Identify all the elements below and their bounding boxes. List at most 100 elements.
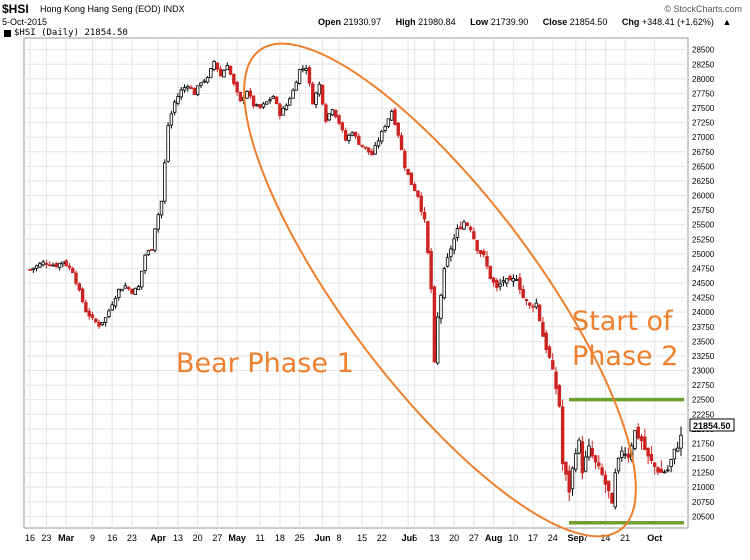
candle-body xyxy=(524,299,529,301)
candle-body xyxy=(363,146,368,149)
candle-body xyxy=(153,228,157,251)
y-tick-label: 27500 xyxy=(692,104,715,113)
candle-body xyxy=(620,450,624,458)
x-axis: 16 23 Mar 9 16 23 Apr 13 20 27 May 11 18 25 Jun 8 15 22 Ju… xyxy=(25,533,662,543)
x-tick-label: 16 xyxy=(25,533,35,543)
candle-body xyxy=(544,332,548,351)
candle-body xyxy=(278,103,282,116)
candle-body xyxy=(209,68,213,78)
candle-body xyxy=(100,321,105,326)
y-tick-label: 20500 xyxy=(692,512,715,521)
candle-body xyxy=(28,268,32,271)
candle-body xyxy=(679,434,683,449)
candle-body xyxy=(537,304,542,322)
candle-body xyxy=(291,89,295,99)
candle-body xyxy=(472,231,476,240)
candle-body xyxy=(113,298,118,307)
candle-body xyxy=(666,469,670,472)
brand-watermark: © StockCharts.com xyxy=(664,4,742,14)
candle-body xyxy=(567,470,571,493)
candle-body xyxy=(495,279,499,288)
candle-body xyxy=(643,436,647,450)
candle-body xyxy=(130,288,134,294)
candle-body xyxy=(54,263,59,268)
y-tick-label: 23250 xyxy=(692,352,715,361)
candle-body xyxy=(195,85,200,95)
candle-body xyxy=(370,150,374,156)
candle-body xyxy=(475,240,479,251)
candle-body xyxy=(485,256,489,267)
y-tick-label: 25250 xyxy=(692,235,715,244)
candle-body xyxy=(97,321,101,327)
candle-body xyxy=(57,262,62,268)
open-value: 21930.97 xyxy=(343,17,382,27)
candle-body xyxy=(202,80,206,83)
y-tick-label: 24750 xyxy=(692,264,715,273)
y-tick-label: 25500 xyxy=(692,221,715,230)
candle-body xyxy=(251,95,256,107)
candle-body xyxy=(179,89,183,98)
candle-body xyxy=(117,288,121,298)
candle-body xyxy=(67,265,72,269)
y-tick-label: 27250 xyxy=(692,119,715,128)
candle-body xyxy=(554,371,558,390)
candle-body xyxy=(445,257,450,267)
x-tick-label: 21 xyxy=(620,533,630,543)
candle-body xyxy=(491,277,496,283)
candle-body xyxy=(317,83,322,95)
x-tick-label: 11 xyxy=(255,533,264,543)
candle-body xyxy=(258,104,262,109)
annotation-bear-phase: Bear Phase 1 xyxy=(176,348,354,379)
candle-body xyxy=(662,471,667,474)
candle-body xyxy=(228,65,233,75)
x-tick-label: 8 xyxy=(337,533,342,543)
candle-body xyxy=(468,226,473,231)
candle-body xyxy=(182,87,187,91)
candle-body xyxy=(212,60,216,70)
candle-body xyxy=(432,286,437,363)
candle-body xyxy=(373,145,377,155)
candle-body xyxy=(235,81,239,93)
x-tick-label: Oct xyxy=(647,533,662,543)
candle-body xyxy=(38,263,42,268)
chg-label: Chg xyxy=(621,17,640,27)
x-tick-label: 25 xyxy=(295,533,305,543)
candle-body xyxy=(297,69,302,84)
candle-body xyxy=(163,162,167,202)
candle-body xyxy=(531,305,535,308)
candle-body xyxy=(34,265,39,269)
candle-body xyxy=(521,289,525,299)
candle-body xyxy=(337,115,341,124)
candle-body xyxy=(107,310,111,317)
x-tick-label: May xyxy=(228,533,246,543)
candle-body xyxy=(281,107,285,116)
candle-body xyxy=(389,110,394,121)
bear-phase-ellipse xyxy=(243,42,637,538)
candle-body xyxy=(274,96,279,104)
candle-body xyxy=(383,126,387,131)
y-tick-label: 26250 xyxy=(692,177,715,186)
candle-body xyxy=(140,270,144,288)
low-label: Low xyxy=(470,17,489,27)
annotation-start-of: Start of xyxy=(572,306,674,337)
candle-body xyxy=(94,318,98,323)
candle-body xyxy=(439,294,443,319)
candle-body xyxy=(478,250,483,254)
candle-body xyxy=(380,130,384,142)
x-tick-label: 14 xyxy=(600,533,610,543)
candle-body xyxy=(498,283,502,287)
candle-body xyxy=(159,200,164,216)
y-tick-label: 26750 xyxy=(692,148,715,157)
candle-body xyxy=(623,453,627,456)
candle-body xyxy=(103,317,108,323)
candle-body xyxy=(551,360,555,370)
candle-body xyxy=(232,73,236,85)
x-tick-label: Mar xyxy=(58,533,75,543)
candle-body xyxy=(626,453,631,458)
candle-body xyxy=(406,168,410,175)
candle-body xyxy=(205,77,210,83)
candle-body xyxy=(672,448,677,460)
candle-body xyxy=(429,250,433,290)
x-tick-label: 24 xyxy=(548,533,558,543)
y-tick-label: 22250 xyxy=(692,410,715,419)
